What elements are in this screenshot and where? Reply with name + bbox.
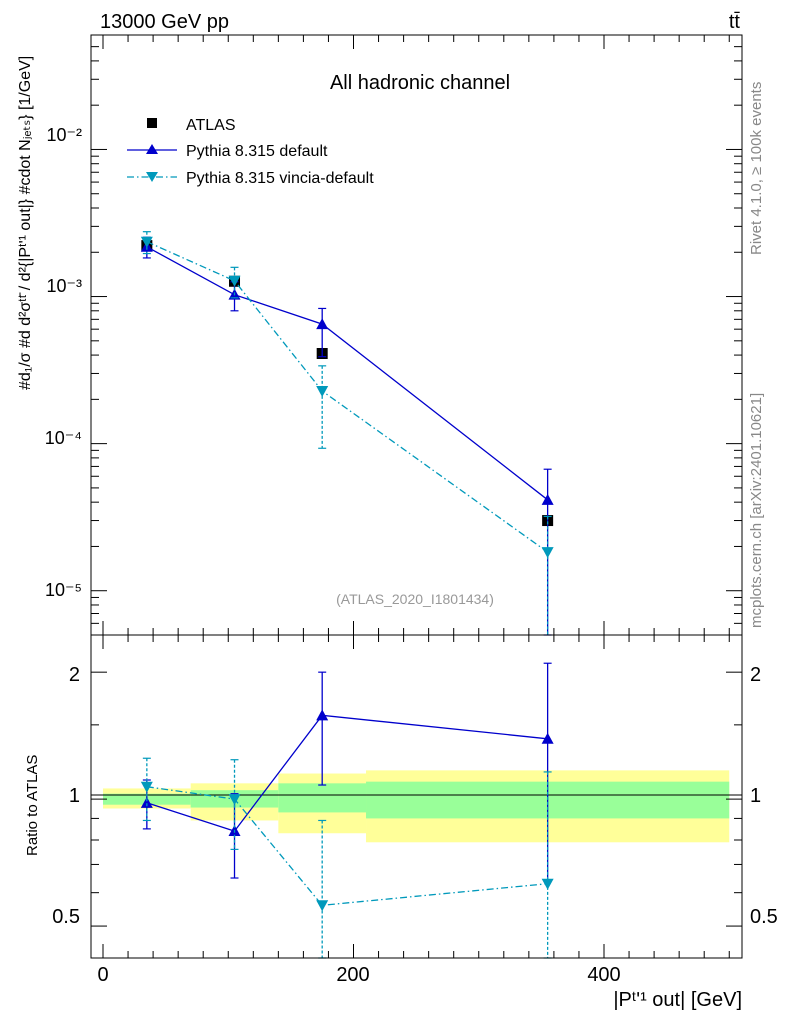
ratio-y-tick-label: 1 — [69, 785, 80, 807]
energy-label: 13000 GeV pp — [100, 11, 229, 33]
ratio-pythia-default-line — [146, 714, 548, 832]
main-y-tick-label: 10⁻⁵ — [45, 580, 82, 600]
ratio-pythia-default-point — [140, 796, 153, 808]
legend-atlas-marker — [147, 118, 157, 128]
ratio-y-tick-label-right: 0.5 — [750, 906, 778, 928]
legend-default-label: Pythia 8.315 default — [186, 143, 328, 160]
ratio-pythia-default-point — [316, 709, 329, 721]
ratio-pythia-default-point — [541, 732, 554, 744]
main-y-axis-label: #d₁/σ #d d²σᵗᵗ̄ / d²{|Pᵗʹ¹ out|} #cdot N… — [17, 56, 34, 390]
ratio-y-tick-label-right: 2 — [750, 664, 761, 686]
ratio-y-tick-label-right: 1 — [750, 785, 761, 807]
pythia-vincia-point — [541, 547, 554, 559]
ratio-panel: Ratio to ATLAS 0.5 1 2 0.5 1 2 — [24, 634, 778, 959]
main-panel: All hadronic channel (ATLAS_2020_I180143… — [17, 34, 743, 636]
main-y-tick-label: 10⁻³ — [46, 276, 82, 296]
ratio-pythia-vincia-point — [316, 900, 329, 912]
main-y-tick-label: 10⁻² — [46, 125, 82, 145]
legend-vincia-label: Pythia 8.315 vincia-default — [186, 170, 374, 187]
legend-vincia-marker — [146, 172, 158, 182]
ratio-y-tick-label: 2 — [69, 664, 80, 686]
ratio-frame — [90, 634, 743, 959]
main-y-tick-label: 10⁻⁴ — [45, 428, 82, 448]
pythia-default-point — [541, 493, 554, 505]
legend-default-marker — [146, 144, 158, 154]
ratio-pythia-vincia-point — [140, 781, 153, 793]
x-axis-label: |Pᵗʹ¹ out| [GeV] — [613, 989, 742, 1011]
legend: ATLAS Pythia 8.315 default Pythia 8.315 … — [127, 117, 374, 187]
ratio-y-axis-label: Ratio to ATLAS — [24, 755, 41, 856]
pythia-vincia-line — [146, 241, 548, 553]
pythia-vincia-point — [316, 385, 329, 397]
process-label: tt̄ — [729, 11, 741, 33]
x-tick-label: 400 — [587, 964, 620, 986]
main-title: All hadronic channel — [330, 72, 510, 94]
legend-atlas-label: ATLAS — [186, 117, 236, 134]
ratio-pythia-vincia-line — [146, 786, 548, 906]
ratio-y-tick-label: 0.5 — [52, 906, 80, 928]
x-tick-label: 0 — [97, 964, 108, 986]
ratio-pythia-vincia-point — [228, 794, 241, 806]
pythia-default-line — [146, 246, 548, 501]
pythia-default-point — [316, 318, 329, 330]
pythia-vincia-point — [140, 236, 153, 248]
site-label: mcplots.cern.ch [arXiv:2401.10621] — [748, 393, 765, 628]
rivet-label: Rivet 4.1.0, ≥ 100k events — [748, 82, 765, 255]
pythia-vincia-point — [228, 275, 241, 287]
ratio-band-inner — [278, 783, 367, 813]
x-tick-label: 200 — [336, 964, 369, 986]
analysis-id: (ATLAS_2020_I1801434) — [336, 591, 494, 607]
ratio-pythia-vincia-point — [541, 878, 554, 890]
